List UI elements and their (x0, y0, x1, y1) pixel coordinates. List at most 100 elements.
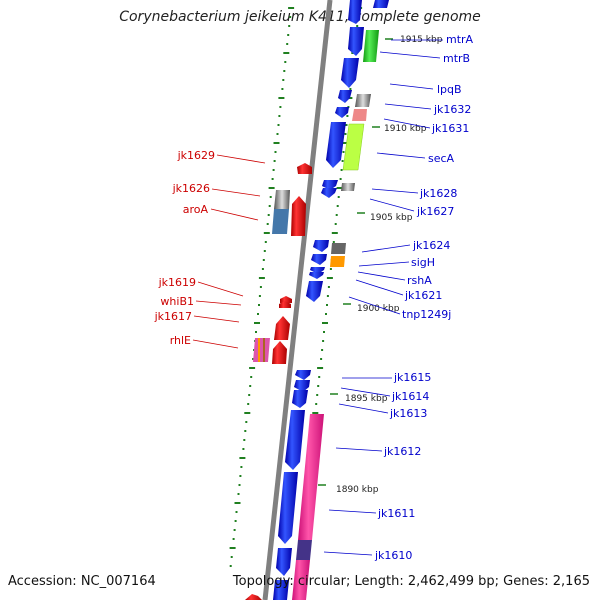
gene-label: jk1631 (431, 122, 469, 135)
gene-label: jk1627 (416, 205, 454, 218)
tick-mark-left (234, 520, 237, 522)
tick-mark-right (356, 25, 359, 27)
left-gene-label-text: jk1629 jk1626 aroA jk1619 whiB1 jk1617 r… (154, 149, 215, 347)
tick-mark-left (267, 214, 270, 216)
tick-mark-left (278, 97, 285, 99)
right-gene-labels (323, 39, 443, 556)
tick-mark-left (286, 43, 289, 45)
tick-mark-left (257, 313, 259, 315)
map-title: Corynebacterium jeikeium K411, complete … (119, 9, 481, 25)
tick-mark-left (250, 376, 253, 378)
tick-mark-left (273, 142, 280, 144)
tick-mark-left (288, 25, 291, 27)
gene-label: jk1610 (374, 549, 412, 562)
gene-label: jk1626 (172, 182, 210, 195)
gene-label: whiB1 (160, 295, 194, 308)
accession-text: Accession: NC_007164 (8, 574, 156, 589)
tick-mark-left (274, 151, 277, 153)
tick-mark-right (318, 376, 321, 378)
reverse-genes (245, 163, 312, 600)
tick-mark-left (261, 268, 264, 270)
tick-mark-left (233, 529, 236, 531)
kbp-marker: 1895 kbp (345, 394, 388, 404)
gene-label: secA (428, 152, 455, 165)
tick-mark-left (276, 133, 279, 135)
tick-mark-left (247, 403, 250, 405)
tick-mark-left (258, 295, 261, 297)
cog-strip-right (292, 30, 379, 600)
tick-mark-right (346, 115, 349, 117)
tick-mark-left (240, 466, 243, 468)
gene-label: tnp1249j (402, 308, 451, 321)
tick-mark-right (334, 223, 337, 225)
tick-mark-left (278, 115, 281, 117)
tick-mark-left (232, 538, 235, 540)
tick-mark-left (239, 457, 246, 459)
gene-label: jk1621 (404, 289, 442, 302)
tick-mark-right (341, 160, 344, 162)
tick-mark-right (335, 214, 338, 216)
tick-mark-left (243, 439, 246, 441)
gene-label: jk1624 (412, 239, 450, 252)
topology-text: Topology: circular; Length: 2,462,499 bp… (232, 574, 590, 589)
tick-mark-left (249, 385, 252, 387)
tick-mark-left (272, 169, 275, 171)
tick-mark-right (317, 385, 320, 387)
gene-label: jk1614 (391, 390, 429, 403)
tick-mark-right (320, 358, 323, 360)
tick-mark-right (326, 295, 329, 297)
tick-mark-left (248, 394, 251, 396)
kbp-marker: 1890 kbp (336, 485, 379, 495)
tick-mark-left (235, 511, 238, 513)
gene-label: sigH (411, 256, 435, 269)
tick-mark-right (340, 169, 343, 171)
right-gene-label-text: mtrA mtrB lpqB jk1632 jk1631 secA jk1628… (374, 33, 474, 562)
gene-label: rshA (407, 274, 432, 287)
tick-mark-left (288, 7, 295, 9)
tick-mark-left (284, 61, 287, 63)
tick-mark-left (283, 52, 290, 54)
gene-label: jk1632 (433, 103, 471, 116)
left-gene-labels (192, 154, 266, 349)
kbp-marker: 1900 kbp (357, 304, 400, 314)
gene-label: mtrB (443, 52, 470, 65)
tick-mark-right (345, 124, 348, 126)
tick-mark-left (259, 286, 262, 288)
tick-mark-left (271, 178, 274, 180)
tick-mark-left (244, 412, 251, 414)
tick-mark-right (315, 403, 318, 405)
kbp-marker: 1905 kbp (370, 213, 413, 223)
tick-mark-left (255, 331, 257, 333)
tick-mark-right (337, 196, 340, 198)
tick-mark-right (332, 241, 335, 243)
tick-mark-right (322, 340, 325, 342)
gene-label: jk1611 (377, 507, 415, 520)
gene-label: jk1629 (177, 149, 215, 162)
tick-mark-left (268, 205, 271, 207)
tick-mark-left (262, 259, 265, 261)
tick-mark-right (312, 412, 319, 414)
genome-backbone (262, 0, 333, 600)
gene-label: rhlE (170, 334, 191, 347)
tick-mark-left (281, 88, 284, 90)
tick-mark-right (322, 322, 328, 324)
tick-mark-left (258, 304, 260, 306)
tick-mark-left (254, 322, 260, 324)
gene-label: jk1615 (393, 371, 431, 384)
kbp-marker: 1910 kbp (384, 124, 427, 134)
gene-label: jk1612 (383, 445, 421, 458)
gene-label: aroA (183, 203, 209, 216)
tick-mark-left (289, 16, 292, 18)
tick-mark-left (263, 250, 266, 252)
tick-mark-right (341, 142, 348, 144)
gene-label: lpqB (437, 83, 462, 96)
tick-mark-left (229, 565, 232, 567)
tick-mark-right (327, 286, 330, 288)
tick-mark-right (317, 367, 324, 369)
tick-mark-left (263, 232, 270, 234)
tick-mark-left (287, 34, 290, 36)
tick-mark-left (268, 187, 275, 189)
tick-mark-left (266, 223, 269, 225)
tick-mark-left (264, 241, 267, 243)
tick-mark-right (325, 313, 327, 315)
